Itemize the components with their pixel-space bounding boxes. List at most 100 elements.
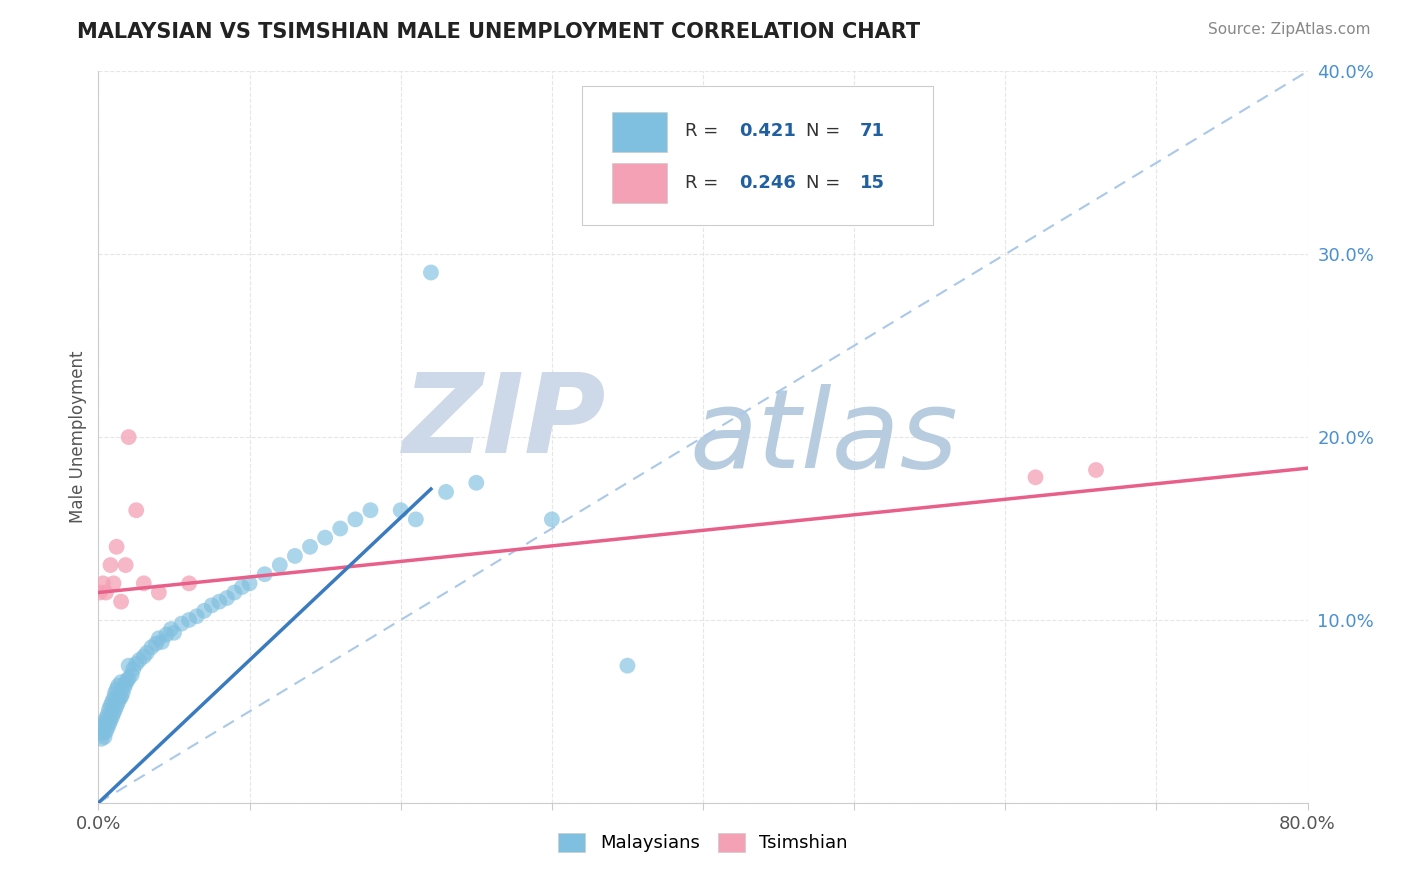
Point <box>186 609 208 624</box>
Point <box>112 681 135 695</box>
Point <box>94 585 117 599</box>
Point <box>208 594 231 608</box>
Point <box>100 714 122 728</box>
Point <box>465 475 488 490</box>
Text: R =: R = <box>685 174 724 192</box>
Point <box>103 576 125 591</box>
Point <box>96 721 118 735</box>
Point <box>170 616 193 631</box>
Text: 0.421: 0.421 <box>740 122 796 140</box>
Point <box>118 658 141 673</box>
Point <box>114 677 136 691</box>
Point <box>299 540 322 554</box>
Point <box>91 719 114 733</box>
Point <box>101 695 124 709</box>
Point <box>150 635 173 649</box>
Point <box>121 667 143 681</box>
Point <box>96 708 118 723</box>
Point <box>148 632 170 646</box>
Point <box>104 686 127 700</box>
Point <box>540 512 562 526</box>
Point <box>105 540 128 554</box>
Point <box>389 503 412 517</box>
Point <box>231 580 253 594</box>
Point <box>1085 463 1108 477</box>
Point <box>132 576 155 591</box>
Text: 0.246: 0.246 <box>740 174 796 192</box>
Point <box>122 662 145 676</box>
Point <box>108 691 131 706</box>
Point <box>111 686 134 700</box>
Point <box>360 503 382 517</box>
Point <box>115 673 138 688</box>
Point <box>100 698 122 713</box>
Point <box>141 640 163 655</box>
Point <box>1024 470 1046 484</box>
Point <box>148 585 170 599</box>
Point <box>104 702 127 716</box>
Point <box>101 710 124 724</box>
Point <box>405 512 427 526</box>
Point <box>98 717 121 731</box>
Text: MALAYSIAN VS TSIMSHIAN MALE UNEMPLOYMENT CORRELATION CHART: MALAYSIAN VS TSIMSHIAN MALE UNEMPLOYMENT… <box>77 22 921 42</box>
Point <box>114 558 136 573</box>
Text: Source: ZipAtlas.com: Source: ZipAtlas.com <box>1208 22 1371 37</box>
Point <box>269 558 291 573</box>
Point <box>179 576 201 591</box>
Point <box>105 698 128 713</box>
Point <box>128 653 150 667</box>
Point <box>253 567 276 582</box>
Point <box>118 672 141 686</box>
Point <box>110 594 132 608</box>
Point <box>314 531 336 545</box>
Point <box>284 549 307 563</box>
Point <box>239 576 262 591</box>
Point <box>110 675 132 690</box>
Point <box>118 430 141 444</box>
Point <box>107 695 129 709</box>
Point <box>420 266 443 280</box>
Text: ZIP: ZIP <box>402 369 606 476</box>
Point <box>94 724 117 739</box>
Text: atlas: atlas <box>689 384 959 491</box>
Point <box>132 649 155 664</box>
Point <box>155 627 177 641</box>
Text: 71: 71 <box>860 122 886 140</box>
Point <box>344 512 367 526</box>
Text: R =: R = <box>685 122 724 140</box>
Point <box>98 702 121 716</box>
Point <box>135 646 157 660</box>
Point <box>90 731 112 746</box>
Point <box>224 585 246 599</box>
Point <box>125 503 148 517</box>
Point <box>93 715 115 730</box>
Text: N =: N = <box>806 122 846 140</box>
Point <box>616 658 638 673</box>
Point <box>93 730 115 744</box>
FancyBboxPatch shape <box>613 112 666 152</box>
Point <box>215 591 238 605</box>
Point <box>201 599 224 613</box>
Point <box>125 657 148 671</box>
FancyBboxPatch shape <box>613 162 666 203</box>
Point <box>105 682 128 697</box>
Point <box>103 691 125 706</box>
Point <box>110 690 132 704</box>
Point <box>89 723 111 737</box>
Point <box>94 712 117 726</box>
Point <box>91 576 114 591</box>
Legend: Malaysians, Tsimshian: Malaysians, Tsimshian <box>551 826 855 860</box>
Point <box>193 604 215 618</box>
Point <box>163 625 186 640</box>
Point <box>145 637 167 651</box>
Point <box>329 521 352 535</box>
Point <box>107 679 129 693</box>
Point <box>103 706 125 721</box>
Point <box>89 585 111 599</box>
Y-axis label: Male Unemployment: Male Unemployment <box>69 351 87 524</box>
Point <box>160 622 183 636</box>
Point <box>100 558 122 573</box>
Text: N =: N = <box>806 174 846 192</box>
Point <box>434 485 457 500</box>
Point <box>179 613 201 627</box>
